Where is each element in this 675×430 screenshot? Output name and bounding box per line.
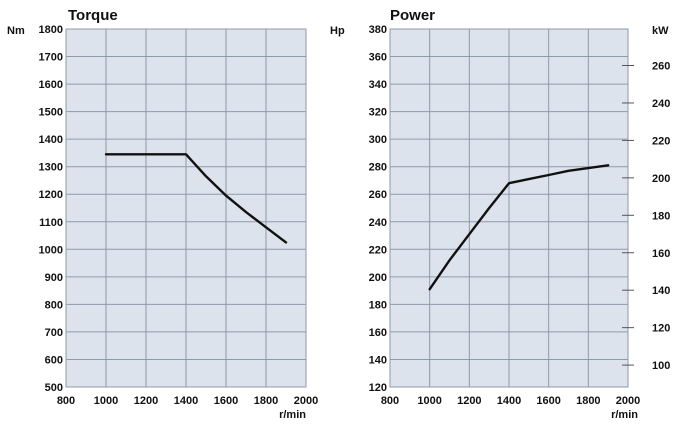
torque-x-tick-label: 800 bbox=[57, 395, 75, 407]
power-series-line bbox=[428, 164, 610, 291]
power-y2-tick-label: 100 bbox=[652, 360, 670, 372]
power-chart: 800 1000 1200 1400 1600 1800 2000 120 140 160 180 2… bbox=[330, 7, 670, 421]
torque-y-tick-label: 1700 bbox=[39, 52, 63, 64]
power-y2-tick-label: 240 bbox=[652, 98, 670, 110]
power-y-tick-label: 360 bbox=[369, 52, 387, 64]
power-y-tick-label: 240 bbox=[369, 217, 387, 229]
torque-y-tick-label: 600 bbox=[45, 354, 63, 366]
power-x-tick-label: 1600 bbox=[536, 395, 560, 407]
power-x-axis-label: r/min bbox=[611, 409, 638, 421]
torque-y-tick-label: 700 bbox=[45, 327, 63, 339]
torque-y-tick-label: 1000 bbox=[39, 244, 63, 256]
power-y2-tick-label: 120 bbox=[652, 323, 670, 335]
torque-x-tick-label: 1200 bbox=[134, 395, 158, 407]
torque-y-tick-label: 1300 bbox=[39, 162, 63, 174]
power-y2-tick-label: 140 bbox=[652, 285, 670, 297]
power-y-tick-label: 160 bbox=[369, 327, 387, 339]
power-y-tick-label: 180 bbox=[369, 299, 387, 311]
torque-y-tick-label: 1500 bbox=[39, 107, 63, 119]
power-y-tick-label: 320 bbox=[369, 107, 387, 119]
power-y-tick-label: 300 bbox=[369, 134, 387, 146]
torque-x-axis-label: r/min bbox=[279, 409, 306, 421]
power-y-tick-label: 380 bbox=[369, 24, 387, 36]
power-y-tick-label: 340 bbox=[369, 79, 387, 91]
torque-y-axis-label: Nm bbox=[7, 25, 25, 37]
torque-chart-title: Torque bbox=[68, 7, 118, 24]
torque-x-tick-label: 1400 bbox=[174, 395, 198, 407]
power-x-tick-label: 800 bbox=[381, 395, 399, 407]
power-y2-axis-label: kW bbox=[652, 25, 669, 37]
torque-y-tick-label: 1100 bbox=[39, 217, 63, 229]
power-y2-tick-label: 180 bbox=[652, 210, 670, 222]
torque-x-tick-label: 2000 bbox=[294, 395, 318, 407]
power-y-tick-label: 280 bbox=[369, 162, 387, 174]
power-y2-tick-label: 220 bbox=[652, 135, 670, 147]
power-x-tick-label: 1200 bbox=[457, 395, 481, 407]
power-x-tick-label: 1400 bbox=[497, 395, 521, 407]
power-y-tick-label: 120 bbox=[369, 382, 387, 394]
power-y-tick-label: 220 bbox=[369, 244, 387, 256]
power-x-tick-label: 1800 bbox=[576, 395, 600, 407]
torque-x-tick-label: 1000 bbox=[94, 395, 118, 407]
torque-x-tick-label: 1800 bbox=[254, 395, 278, 407]
power-y2-tick-label: 160 bbox=[652, 248, 670, 260]
torque-series-line bbox=[104, 153, 288, 244]
torque-chart: 800 1000 1200 1400 1600 1800 2000 500 600 700 800 9… bbox=[7, 7, 318, 421]
power-y-tick-label: 260 bbox=[369, 189, 387, 201]
power-y-tick-label: 200 bbox=[369, 272, 387, 284]
torque-y-tick-label: 900 bbox=[45, 272, 63, 284]
torque-y-tick-label: 1600 bbox=[39, 79, 63, 91]
torque-y-tick-label: 1400 bbox=[39, 134, 63, 146]
power-x-tick-label: 1000 bbox=[417, 395, 441, 407]
torque-x-tick-label: 1600 bbox=[214, 395, 238, 407]
power-x-tick-label: 2000 bbox=[616, 395, 640, 407]
torque-y-tick-label: 1800 bbox=[39, 24, 63, 36]
power-y2-tick-label: 260 bbox=[652, 61, 670, 73]
torque-y-tick-label: 500 bbox=[45, 382, 63, 394]
power-y-axis-label: Hp bbox=[330, 25, 345, 37]
power-y-tick-label: 140 bbox=[369, 354, 387, 366]
power-y2-tick-label: 200 bbox=[652, 173, 670, 185]
torque-y-tick-label: 800 bbox=[45, 299, 63, 311]
torque-y-tick-label: 1200 bbox=[39, 189, 63, 201]
power-chart-title: Power bbox=[390, 7, 435, 24]
